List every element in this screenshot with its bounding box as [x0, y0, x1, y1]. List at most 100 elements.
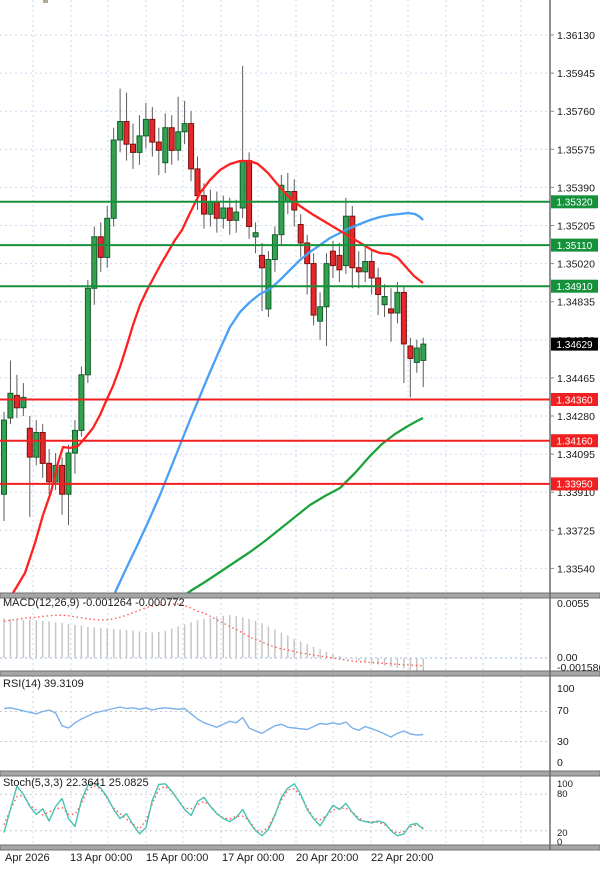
- bear-candle: [297, 224, 304, 244]
- support-badge-label: 1.34160: [556, 437, 593, 448]
- resistance-badge-label: 1.35110: [557, 241, 593, 252]
- resistance-badge: [551, 279, 598, 293]
- current-price-badge: [551, 337, 598, 351]
- bear-candle: [188, 123, 195, 170]
- macd-scale-label: 0.00: [557, 652, 578, 664]
- stoch-scale-label: 20: [557, 828, 568, 839]
- bull-candle: [117, 121, 124, 141]
- bull-candle: [84, 287, 91, 376]
- rsi-scale-label: 0: [557, 757, 563, 769]
- price-axis-label: 1.35205: [557, 221, 595, 233]
- time-axis-label: 17 Apr 00:00: [222, 852, 284, 864]
- support-badge: [551, 477, 598, 491]
- bull-candle: [271, 234, 278, 261]
- rsi-scale-label: 100: [557, 683, 575, 695]
- stoch-k-line: [3, 782, 424, 837]
- ma-slow-green-line: [181, 416, 424, 598]
- resistance-badge: [551, 238, 598, 252]
- stoch-scale-label: 80: [557, 789, 568, 800]
- support-badge: [551, 434, 598, 448]
- bull-candle: [362, 261, 369, 273]
- levels-layer: [0, 200, 550, 485]
- bear-candle: [368, 261, 375, 279]
- bear-candle: [59, 464, 66, 495]
- bull-candle: [181, 123, 188, 133]
- bull-candle: [1, 419, 7, 495]
- bull-candle: [104, 217, 111, 258]
- candlestick-layer: [1, 65, 427, 526]
- rsi-indicator-label: RSI(14) 39.3109: [3, 678, 84, 690]
- bull-candle: [110, 139, 117, 219]
- price-axis-label: 1.34280: [557, 411, 595, 423]
- resistance-badge: [551, 195, 598, 209]
- bull-candle: [252, 232, 259, 238]
- bull-candle: [175, 131, 182, 151]
- bear-candle: [388, 308, 394, 314]
- stoch-scale-label: 100: [557, 779, 573, 790]
- ma-mid-blue-line: [111, 211, 424, 598]
- bear-candle: [123, 121, 130, 145]
- bull-candle: [342, 215, 349, 267]
- bull-candle: [72, 429, 78, 454]
- price-axis-label: 1.34835: [557, 297, 595, 309]
- bear-candle: [355, 267, 362, 273]
- bull-candle: [207, 201, 214, 215]
- price-axis-label: 1.35020: [557, 259, 595, 271]
- macd-scale-label: -0.001586: [557, 662, 600, 674]
- stoch-scale-label: 0: [557, 837, 562, 848]
- bear-candle: [400, 291, 407, 345]
- price-axis-label: 1.36130: [557, 30, 595, 42]
- panel-separator: [0, 592, 600, 599]
- macd-indicator-label: MACD(12,26,9) -0.001264 -0.000772: [3, 597, 185, 609]
- bear-candle: [149, 118, 156, 143]
- stoch-indicator-label: Stoch(5,3,3) 22.3641 25.0825: [3, 777, 149, 789]
- bear-candle: [13, 394, 20, 409]
- panel-separator: [0, 670, 600, 677]
- bear-candle: [329, 250, 336, 267]
- bear-candle: [349, 215, 356, 269]
- bull-candle: [136, 135, 143, 153]
- bear-candle: [155, 141, 162, 151]
- bear-candle: [201, 195, 207, 215]
- macd-histogram: [3, 615, 425, 672]
- bull-candle: [233, 211, 240, 221]
- time-axis-label: 22 Apr 20:00: [371, 852, 433, 864]
- ma-fast-red-line: [12, 159, 424, 594]
- support-badge: [551, 393, 598, 406]
- bull-candle: [7, 392, 14, 419]
- time-axis-label: Apr 2026: [5, 852, 50, 864]
- bull-candle: [65, 452, 72, 495]
- price-axis-label: 1.35390: [557, 182, 595, 194]
- bull-candle: [278, 184, 285, 236]
- panel-separator: [0, 844, 600, 851]
- resistance-badge-label: 1.34910: [556, 282, 593, 293]
- bear-candle: [246, 160, 253, 228]
- panel-separator: [0, 770, 600, 777]
- price-axis-label: 1.33725: [557, 525, 595, 537]
- bear-candle: [407, 345, 414, 359]
- price-axis-label: 1.34465: [557, 373, 595, 385]
- bull-candle: [91, 236, 98, 289]
- bull-candle: [317, 306, 324, 322]
- bear-candle: [194, 168, 201, 197]
- bear-candle: [310, 263, 317, 316]
- resistance-badge-label: 1.35320: [556, 198, 593, 209]
- bull-candle: [33, 432, 40, 458]
- bull-candle: [20, 396, 27, 409]
- current-price-badge-label: 1.34629: [556, 340, 593, 351]
- time-axis-label: 13 Apr 00:00: [70, 852, 132, 864]
- bull-candle: [162, 127, 169, 164]
- time-axis-label: 15 Apr 00:00: [146, 852, 208, 864]
- bear-candle: [168, 127, 175, 151]
- bull-candle: [381, 296, 388, 306]
- price-axis-label: 1.35760: [557, 106, 595, 118]
- bull-candle: [78, 374, 85, 431]
- bull-candle: [220, 207, 227, 219]
- bear-candle: [259, 254, 265, 269]
- bull-candle: [394, 291, 401, 314]
- rsi-line: [3, 706, 424, 738]
- bear-candle: [26, 427, 33, 458]
- price-axis-label: 1.35945: [557, 68, 595, 80]
